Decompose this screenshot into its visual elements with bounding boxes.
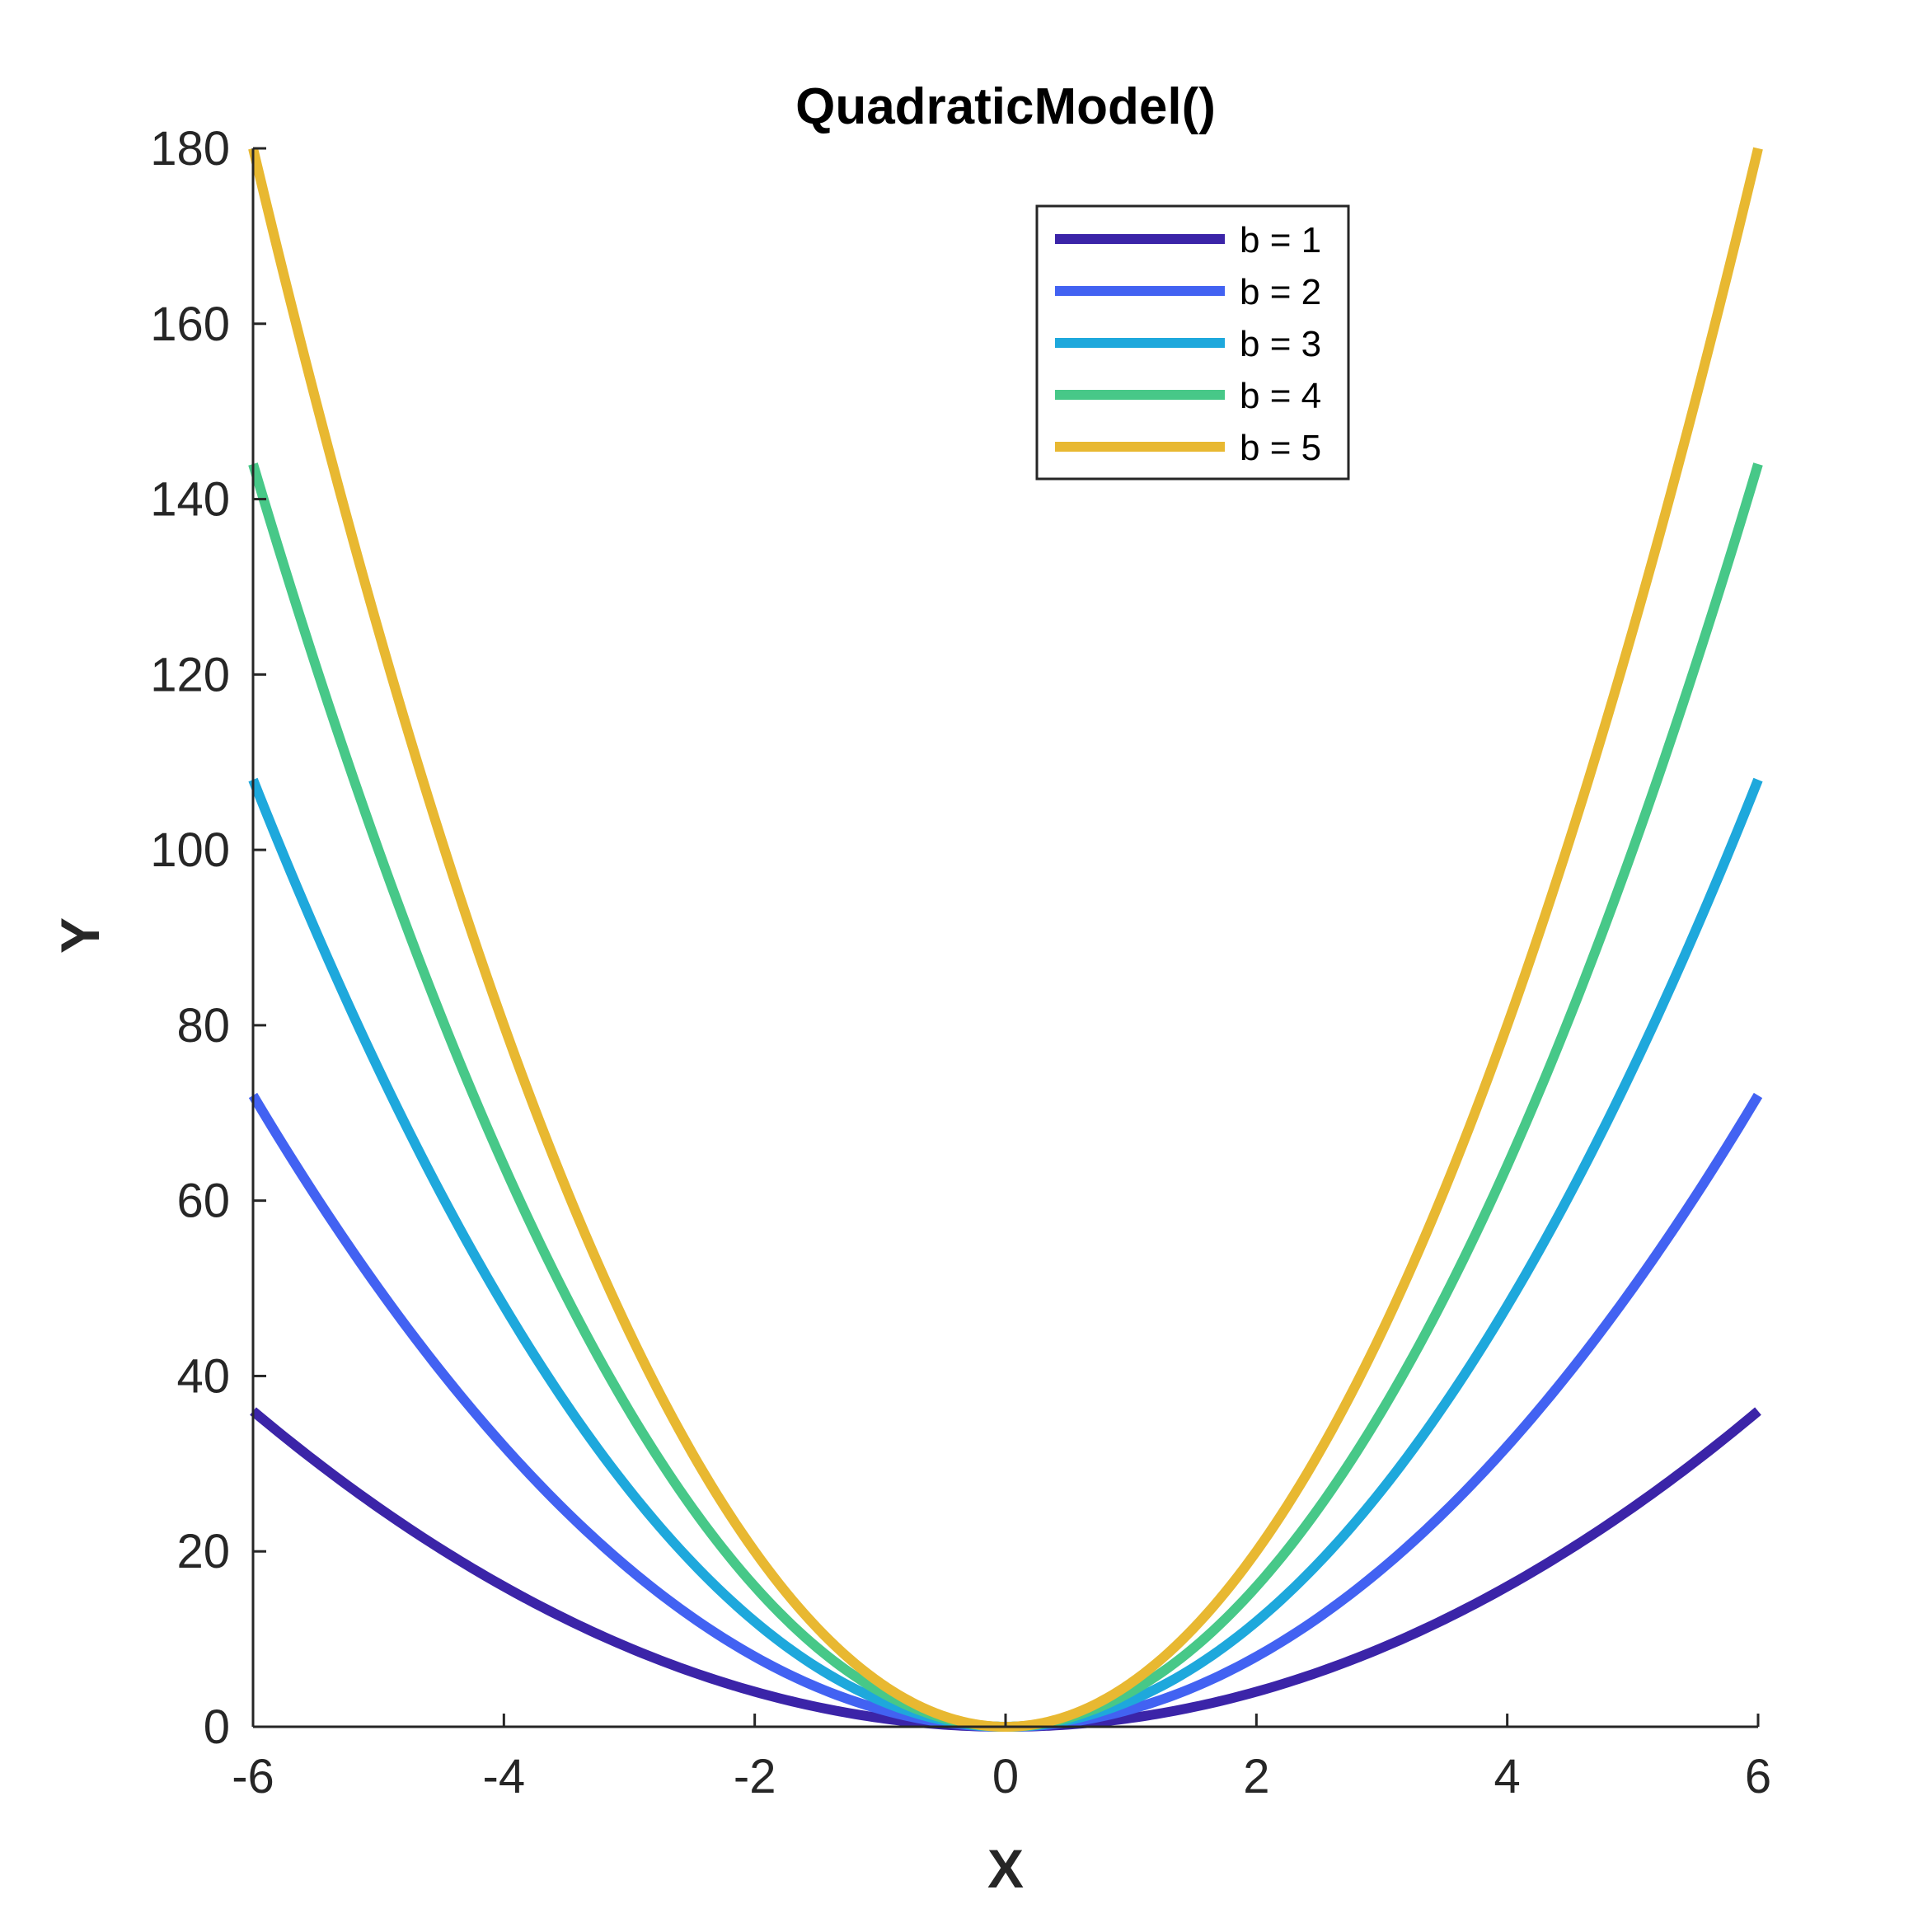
x-tick-label: -4 — [483, 1750, 526, 1803]
y-tick-label: 160 — [150, 298, 230, 351]
x-axis-label: X — [987, 1838, 1024, 1899]
x-tick-label: 0 — [992, 1750, 1019, 1803]
legend-label-5: b = 5 — [1240, 428, 1321, 468]
x-tick-label: 4 — [1494, 1750, 1521, 1803]
y-tick-label: 80 — [176, 999, 230, 1053]
y-tick-label: 0 — [204, 1700, 230, 1754]
y-axis-label: Y — [49, 917, 110, 954]
x-tick-label: -6 — [232, 1750, 274, 1803]
series-line-2 — [248, 1092, 1763, 1732]
series-group — [248, 147, 1763, 1732]
y-tick-label: 180 — [150, 122, 230, 176]
x-tick-label: -2 — [734, 1750, 776, 1803]
y-tick-label: 40 — [176, 1349, 230, 1403]
legend-label-1: b = 1 — [1240, 220, 1321, 260]
series-line-4 — [248, 462, 1763, 1732]
series-line-5 — [248, 147, 1763, 1732]
series-line-1 — [250, 1407, 1761, 1732]
x-tick-label: 2 — [1243, 1750, 1269, 1803]
y-tick-label: 20 — [176, 1525, 230, 1578]
legend: b = 1 b = 2 b = 3 b = 4 b = 5 — [1035, 204, 1350, 481]
y-tick-label: 100 — [150, 823, 230, 877]
series-line-3 — [248, 777, 1763, 1732]
chart-title: QuadraticModel() — [795, 78, 1216, 135]
y-tick-label: 140 — [150, 473, 230, 527]
x-tick-label: 6 — [1745, 1750, 1771, 1803]
legend-label-2: b = 2 — [1240, 272, 1321, 312]
legend-label-4: b = 4 — [1240, 376, 1321, 416]
y-tick-label: 120 — [150, 648, 230, 701]
legend-label-3: b = 3 — [1240, 324, 1321, 364]
y-tick-label: 60 — [176, 1175, 230, 1228]
